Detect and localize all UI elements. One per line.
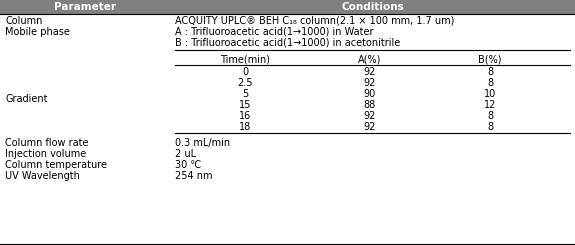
Text: UV Wavelength: UV Wavelength [5, 171, 80, 181]
Text: Gradient: Gradient [5, 95, 48, 105]
Text: 90: 90 [364, 89, 376, 99]
Text: 0: 0 [242, 67, 248, 77]
Text: Conditions: Conditions [341, 2, 404, 12]
Text: 10: 10 [484, 89, 496, 99]
Text: 92: 92 [364, 111, 376, 121]
Text: Column: Column [5, 16, 43, 26]
Text: Column flow rate: Column flow rate [5, 138, 89, 148]
Text: 8: 8 [487, 67, 493, 77]
Text: 92: 92 [364, 122, 376, 132]
Text: 0.3 mL/min: 0.3 mL/min [175, 138, 230, 148]
Text: 30 ℃: 30 ℃ [175, 160, 201, 170]
Text: 2 uL: 2 uL [175, 149, 196, 159]
Text: Parameter: Parameter [54, 2, 116, 12]
Text: 92: 92 [364, 78, 376, 88]
Text: 88: 88 [364, 100, 376, 110]
Text: Time(min): Time(min) [220, 54, 270, 64]
Text: 16: 16 [239, 111, 251, 121]
Text: Column temperature: Column temperature [5, 160, 107, 170]
Text: 12: 12 [484, 100, 496, 110]
Text: 8: 8 [487, 122, 493, 132]
Bar [0, 0, 575, 14]
Text: B : Trifluoroacetic acid(1→1000) in acetonitrile: B : Trifluoroacetic acid(1→1000) in acet… [175, 38, 400, 48]
Text: A : Trifluoroacetic acid(1→1000) in Water: A : Trifluoroacetic acid(1→1000) in Wate… [175, 27, 374, 37]
Text: ACQUITY UPLC® BEH C₁₈ column(2.1 × 100 mm, 1.7 um): ACQUITY UPLC® BEH C₁₈ column(2.1 × 100 m… [175, 16, 454, 26]
Text: 8: 8 [487, 78, 493, 88]
Text: Injection volume: Injection volume [5, 149, 86, 159]
Text: 254 nm: 254 nm [175, 171, 213, 181]
Text: 2.5: 2.5 [237, 78, 253, 88]
Text: 18: 18 [239, 122, 251, 132]
Text: 8: 8 [487, 111, 493, 121]
Text: 5: 5 [242, 89, 248, 99]
Text: 92: 92 [364, 67, 376, 77]
Text: 15: 15 [239, 100, 251, 110]
Text: B(%): B(%) [478, 54, 502, 64]
Text: Mobile phase: Mobile phase [5, 27, 70, 37]
Text: A(%): A(%) [358, 54, 382, 64]
